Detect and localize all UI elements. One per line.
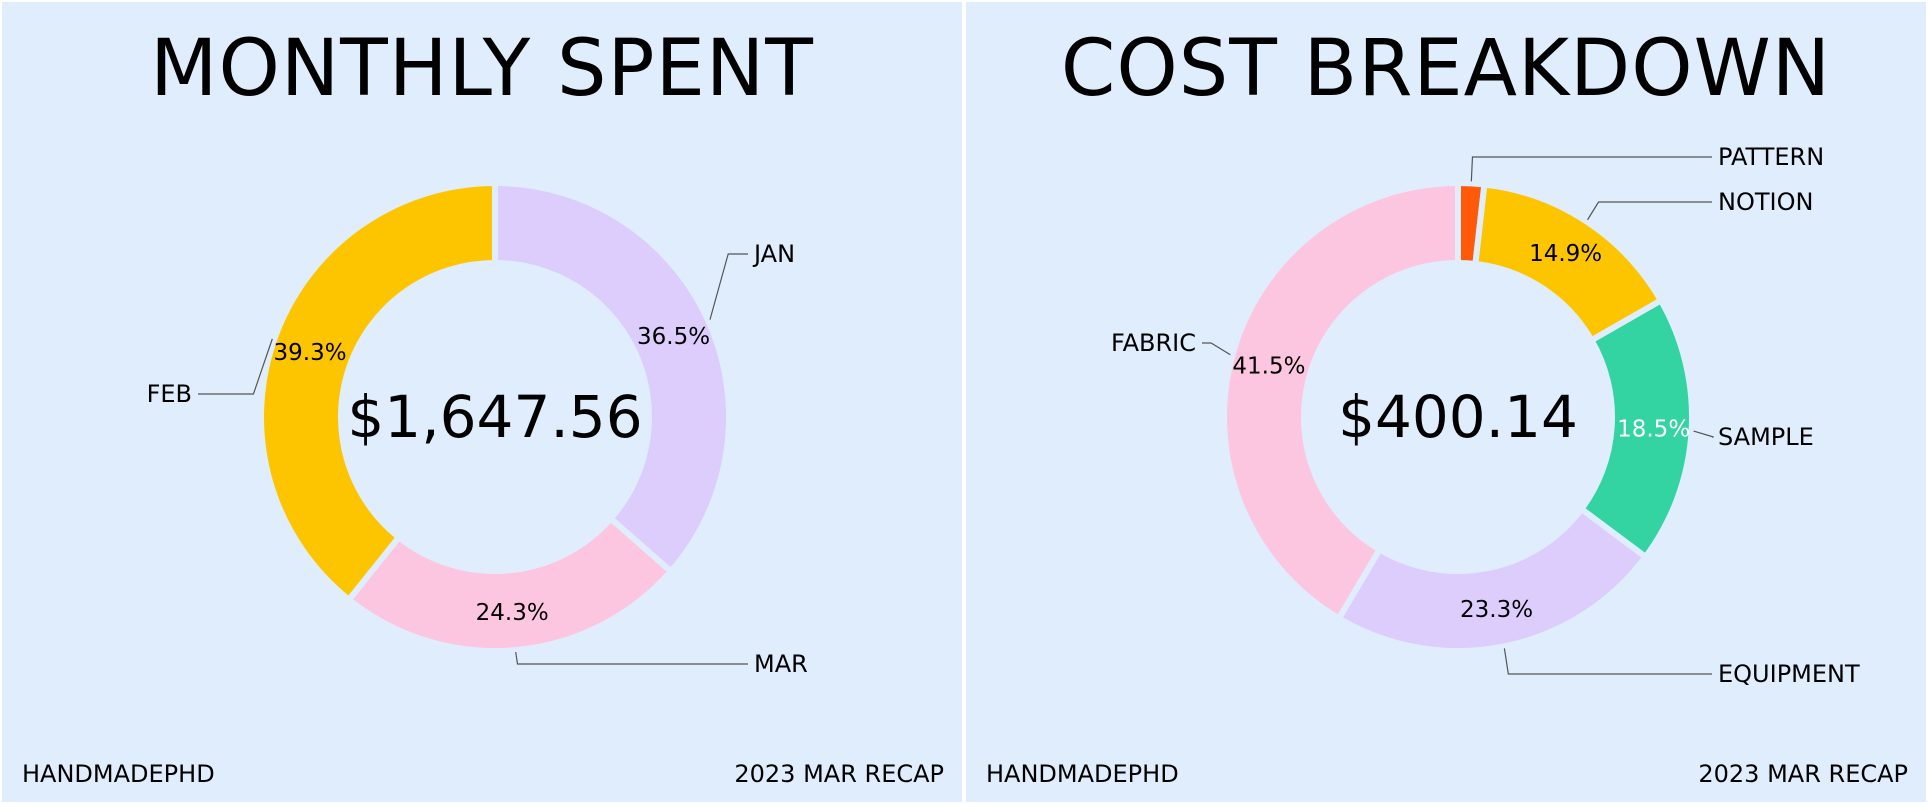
- brand-label: HANDMADEPHD: [986, 760, 1179, 788]
- slice-percent-label: 24.3%: [476, 600, 549, 626]
- slice-percent-label: 23.3%: [1460, 597, 1533, 623]
- leader-line: [1503, 648, 1712, 675]
- monthly-spent-panel: MONTHLY SPENT 36.5% JAN 24.3% MAR 39.3% FEB $1…: [2, 2, 962, 802]
- leader-line: [515, 652, 748, 665]
- slice-equipment: [1334, 504, 1650, 654]
- monthly-spent-donut: 36.5% JAN 24.3% MAR 39.3% FEB $1,647.56: [147, 179, 808, 678]
- slice-percent-label: 39.3%: [274, 340, 347, 366]
- leader-line: [1587, 201, 1712, 221]
- center-total: $400.14: [1338, 383, 1578, 451]
- leader-line: [1202, 342, 1231, 356]
- slice-fabric: [1221, 179, 1461, 623]
- slice-mar: [344, 514, 676, 654]
- leader-line: [709, 253, 748, 320]
- category-label: JAN: [752, 240, 795, 268]
- category-label: NOTION: [1718, 188, 1813, 216]
- slice-percent-label: 36.5%: [637, 324, 710, 350]
- leader-line: [198, 338, 273, 395]
- slice-percent-label: 14.9%: [1529, 241, 1602, 267]
- recap-label: 2023 MAR RECAP: [1698, 760, 1908, 788]
- category-label: PATTERN: [1718, 143, 1824, 171]
- brand-label: HANDMADEPHD: [22, 760, 215, 788]
- cost-breakdown-panel: COST BREAKDOWN PATTERN 14.9% NOTION 18.5% SA…: [966, 2, 1926, 802]
- chart-title: COST BREAKDOWN: [1060, 24, 1832, 114]
- leader-line: [1693, 430, 1714, 438]
- slice-percent-label: 18.5%: [1617, 417, 1690, 443]
- cost-breakdown-donut: PATTERN 14.9% NOTION 18.5% SAMPLE 23.3% EQUIPM…: [1111, 143, 1860, 688]
- chart-title: MONTHLY SPENT: [150, 24, 814, 114]
- category-label: EQUIPMENT: [1718, 660, 1860, 688]
- center-total: $1,647.56: [347, 383, 642, 451]
- slice-jan: [492, 179, 732, 576]
- category-label: FEB: [147, 380, 192, 408]
- category-label: FABRIC: [1111, 329, 1196, 357]
- recap-label: 2023 MAR RECAP: [734, 760, 944, 788]
- slice-percent-label: 41.5%: [1232, 353, 1305, 379]
- slice-feb: [258, 179, 498, 604]
- category-label: MAR: [754, 650, 808, 678]
- category-label: SAMPLE: [1718, 423, 1814, 451]
- leader-line: [1470, 156, 1712, 182]
